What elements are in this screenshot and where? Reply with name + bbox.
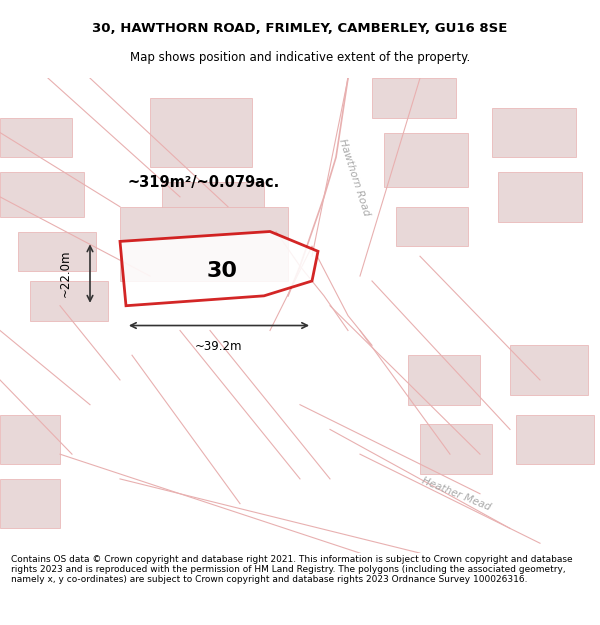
Polygon shape — [420, 424, 492, 474]
Polygon shape — [498, 172, 582, 222]
Text: ~39.2m: ~39.2m — [195, 341, 243, 353]
Polygon shape — [0, 118, 72, 158]
Polygon shape — [30, 281, 108, 321]
Polygon shape — [492, 107, 576, 158]
Text: 30, HAWTHORN ROAD, FRIMLEY, CAMBERLEY, GU16 8SE: 30, HAWTHORN ROAD, FRIMLEY, CAMBERLEY, G… — [92, 22, 508, 35]
Polygon shape — [162, 182, 264, 251]
Polygon shape — [0, 172, 84, 217]
Polygon shape — [0, 479, 60, 528]
Polygon shape — [0, 414, 60, 464]
Polygon shape — [120, 207, 288, 281]
Polygon shape — [18, 231, 96, 271]
Polygon shape — [510, 345, 588, 395]
Text: ~319m²/~0.079ac.: ~319m²/~0.079ac. — [128, 174, 280, 189]
Polygon shape — [516, 414, 594, 464]
Text: Hawthorn Road: Hawthorn Road — [337, 138, 371, 217]
Polygon shape — [408, 355, 480, 405]
Polygon shape — [384, 132, 468, 187]
Text: Map shows position and indicative extent of the property.: Map shows position and indicative extent… — [130, 51, 470, 64]
Text: 30: 30 — [206, 261, 238, 281]
Polygon shape — [120, 231, 318, 306]
Text: Contains OS data © Crown copyright and database right 2021. This information is : Contains OS data © Crown copyright and d… — [11, 554, 572, 584]
Polygon shape — [372, 78, 456, 118]
Text: Heather Mead: Heather Mead — [420, 476, 492, 512]
Polygon shape — [150, 98, 252, 168]
Polygon shape — [396, 207, 468, 246]
Text: ~22.0m: ~22.0m — [59, 250, 72, 298]
